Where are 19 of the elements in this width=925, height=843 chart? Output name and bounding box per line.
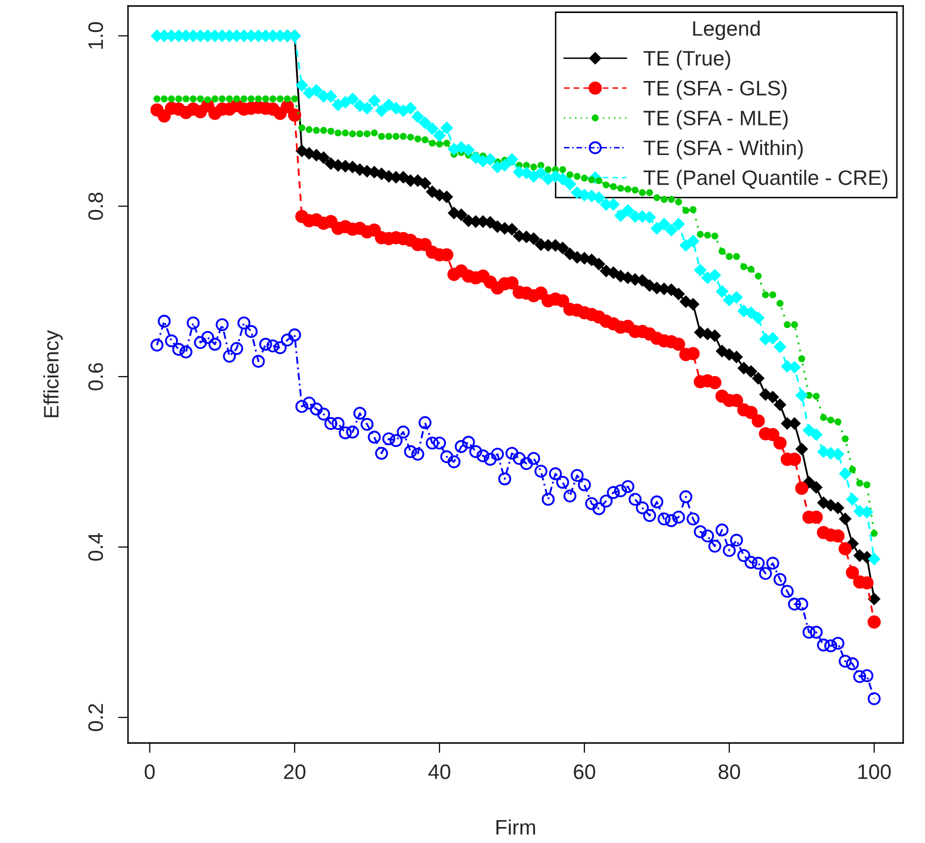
- x-tick-label: 100: [858, 764, 891, 780]
- x-axis-title: Firm: [496, 819, 536, 834]
- y-tick-label: 0.6: [88, 363, 104, 390]
- x-tick-label: 80: [718, 764, 740, 780]
- legend-label: TE (True): [644, 50, 730, 70]
- y-tick-label: 0.4: [88, 533, 104, 561]
- legend-label: TE (Panel Quantile - CRE): [644, 170, 888, 190]
- x-tick-label: 40: [428, 764, 450, 780]
- x-tick-label: 0: [144, 764, 155, 780]
- y-tick-label: 1.0: [88, 22, 104, 49]
- legend-label: TE (SFA - GLS): [644, 80, 787, 100]
- legend-label: TE (SFA - MLE): [644, 110, 788, 130]
- y-tick-label: 0.2: [88, 704, 104, 732]
- x-tick-label: 20: [284, 764, 306, 780]
- y-tick-label: 0.8: [88, 192, 104, 220]
- legend-label: TE (SFA - Within): [644, 140, 803, 160]
- y-axis-title: Efficiency: [43, 330, 63, 418]
- legend-title: Legend: [693, 20, 760, 40]
- x-tick-label: 60: [574, 764, 596, 780]
